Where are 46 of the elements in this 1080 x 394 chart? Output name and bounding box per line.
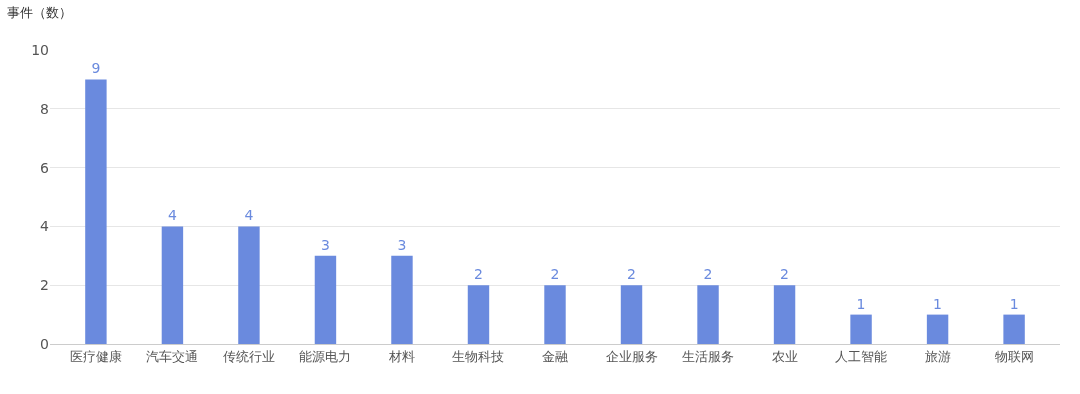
x-tick-label: 材料 [387, 348, 415, 364]
bar [238, 226, 260, 344]
data-label: 4 [244, 207, 254, 224]
y-tick-label: 6 [40, 159, 50, 176]
bar [850, 314, 872, 344]
y-tick-label: 0 [40, 335, 49, 352]
bar [620, 285, 643, 344]
x-tick-label: 生物科技 [452, 348, 505, 364]
bar [161, 226, 184, 344]
x-tick-label: 农业 [771, 348, 798, 364]
y-tick-label: 4 [40, 218, 50, 235]
x-tick-label: 汽车交通 [146, 348, 199, 364]
data-label: 1 [1009, 295, 1019, 312]
bar [314, 255, 337, 344]
data-label: 2 [627, 266, 636, 283]
x-tick-label: 物联网 [994, 348, 1034, 364]
x-tick-label: 传统行业 [222, 348, 275, 364]
bar [544, 285, 566, 344]
y-axis-title: 事件（数） [7, 5, 72, 20]
x-tick-label: 能源电力 [299, 348, 352, 364]
bar [85, 79, 107, 344]
bar [1003, 314, 1025, 344]
x-tick-label: 生活服务 [682, 348, 735, 364]
bar [697, 285, 719, 344]
data-label: 3 [397, 236, 407, 253]
x-tick-label: 医疗健康 [69, 348, 122, 364]
data-label: 2 [703, 266, 713, 283]
y-tick-label: 8 [40, 100, 49, 117]
y-tick-label: 10 [31, 41, 49, 58]
data-label: 2 [550, 266, 560, 283]
x-tick-label: 企业服务 [605, 348, 658, 364]
data-label: 2 [780, 266, 790, 283]
data-label: 2 [474, 266, 483, 283]
bar [773, 285, 796, 344]
x-tick-label: 人工智能 [835, 348, 888, 364]
data-label: 3 [320, 236, 330, 253]
bar [467, 285, 490, 344]
x-tick-label: 旅游 [924, 348, 951, 364]
bar [391, 255, 413, 344]
bar [926, 314, 949, 344]
data-label: 4 [167, 207, 177, 224]
data-label: 9 [91, 60, 101, 77]
data-label: 1 [933, 295, 943, 312]
y-tick-label: 2 [40, 277, 49, 294]
x-tick-label: 金融 [542, 348, 568, 364]
data-label: 1 [856, 295, 866, 312]
